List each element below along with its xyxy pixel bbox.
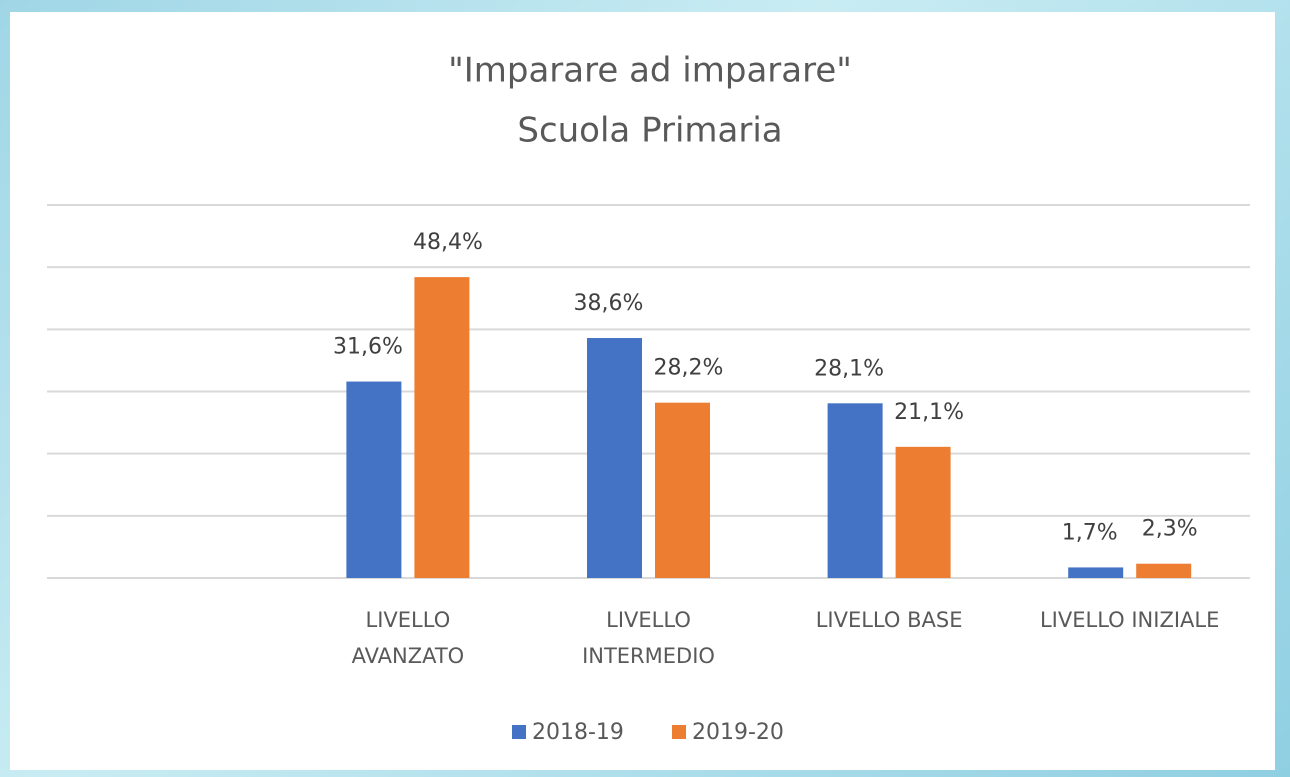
legend-label: 2019-20	[692, 720, 784, 745]
data-label: 48,4%	[413, 230, 483, 255]
legend-swatch	[672, 725, 686, 739]
x-tick-label: LIVELLO INTERMEDIO	[582, 608, 715, 668]
bar	[1136, 563, 1192, 578]
bar	[895, 446, 951, 578]
bar	[1068, 567, 1124, 578]
bar	[655, 402, 710, 578]
bar	[346, 381, 402, 578]
bar	[827, 403, 883, 578]
data-label: 28,2%	[654, 356, 724, 381]
x-tick-label: LIVELLO AVANZATO	[351, 608, 465, 668]
data-label: 38,6%	[574, 291, 644, 316]
data-label: 1,7%	[1062, 520, 1118, 545]
x-tick-label: LIVELLO INIZIALE	[1039, 608, 1220, 632]
legend-swatch	[512, 725, 526, 739]
data-label: 2,3%	[1142, 517, 1198, 542]
data-label: 28,1%	[814, 356, 884, 381]
x-tick-label: LIVELLO BASE	[815, 608, 963, 632]
data-label: 31,6%	[333, 335, 403, 360]
chart-title: "Imparare ad imparare"	[448, 51, 852, 91]
chart-subtitle: Scuola Primaria	[517, 111, 782, 151]
data-label: 21,1%	[894, 400, 964, 425]
bar	[587, 338, 642, 578]
legend-label: 2018-19	[532, 720, 624, 745]
bar	[414, 277, 470, 578]
